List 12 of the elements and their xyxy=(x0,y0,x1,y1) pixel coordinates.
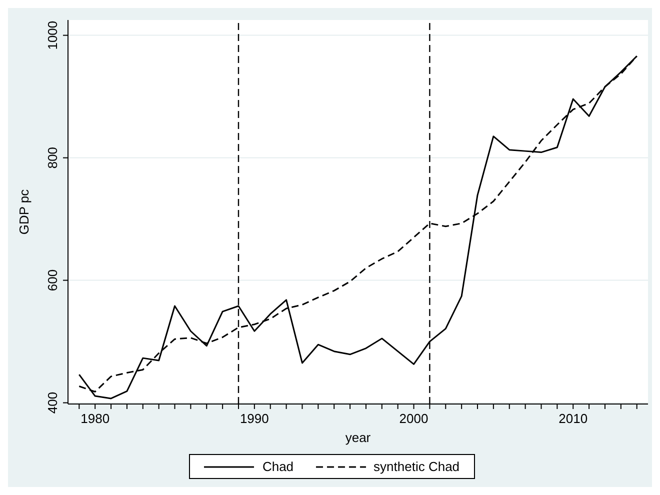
y-axis-title: GDP pc xyxy=(16,188,32,235)
x-axis-title: year xyxy=(345,430,372,445)
legend-label: Chad xyxy=(261,459,294,474)
y-tick-label: 600 xyxy=(45,269,60,292)
y-tick-label: 1000 xyxy=(45,20,60,50)
x-tick-label: 2000 xyxy=(399,411,428,426)
x-tick-label: 1990 xyxy=(240,411,269,426)
y-tick-label: 800 xyxy=(45,146,60,169)
x-tick-label: 1980 xyxy=(80,411,110,426)
x-tick-label: 2010 xyxy=(558,411,588,426)
y-tick-label: 400 xyxy=(45,392,60,414)
legend-label: synthetic Chad xyxy=(372,459,460,474)
